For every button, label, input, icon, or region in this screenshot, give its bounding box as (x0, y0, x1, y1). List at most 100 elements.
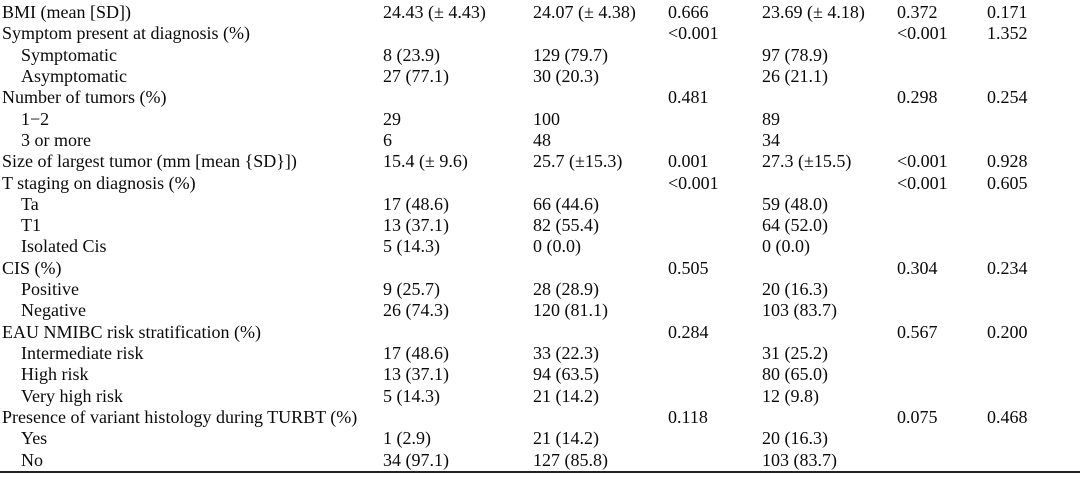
cell-group-2-value (533, 322, 668, 343)
cell-group-2-value: 25.7 (±15.3) (533, 151, 623, 172)
table-row: Symptom present at diagnosis (%) <0.001 … (0, 23, 1080, 44)
table-row: Positive 9 (25.7) 28 (28.9) 20 (16.3) (0, 279, 1080, 300)
row-label: Asymptomatic (21, 65, 127, 86)
cell-effect-size (987, 343, 1080, 364)
cell-group-1-value: 1 (2.9) (383, 428, 431, 449)
row-label: EAU NMIBC risk stratification (%) (2, 321, 261, 342)
table-row: Number of tumors (%) 0.481 0.298 0.254 (0, 87, 1080, 108)
table-row: 3 or more 6 48 34 (0, 130, 1080, 151)
cell-group-3-value: 64 (52.0) (762, 215, 828, 236)
row-label: Isolated Cis (21, 236, 107, 257)
cell-group-1-value: 17 (48.6) (383, 193, 449, 214)
row-label: Symptom present at diagnosis (%) (2, 23, 250, 44)
cell-p-value-2 (897, 428, 987, 449)
table-row: Yes 1 (2.9) 21 (14.2) 20 (16.3) (0, 428, 1080, 449)
cell-group-2-value: 120 (81.1) (533, 300, 608, 321)
cell-effect-size (987, 66, 1080, 87)
row-label: Positive (21, 279, 80, 300)
row-label: T1 (21, 215, 41, 236)
table-row: EAU NMIBC risk stratification (%) 0.284 … (0, 322, 1080, 343)
cell-p-value-2 (897, 236, 987, 257)
cell-effect-size (987, 279, 1080, 300)
cell-group-2-value: 100 (533, 108, 560, 129)
cell-effect-size (987, 364, 1080, 385)
cell-p-value-1: 0.284 (668, 321, 709, 342)
cell-group-1-value: 9 (25.7) (383, 279, 440, 300)
row-label: Presence of variant histology during TUR… (2, 406, 358, 427)
cell-p-value-2: <0.001 (897, 172, 948, 193)
cell-group-2-value: 48 (533, 129, 551, 150)
cell-group-1-value (383, 322, 533, 343)
cell-p-value-1: 0.481 (668, 87, 709, 108)
cell-p-value-1 (668, 300, 762, 321)
cell-p-value-1: 0.001 (668, 151, 709, 172)
cell-group-2-value: 21 (14.2) (533, 385, 599, 406)
cell-group-3-value: 31 (25.2) (762, 343, 828, 363)
cell-p-value-1 (668, 45, 762, 66)
cell-p-value-1 (668, 279, 762, 300)
cell-group-2-value: 129 (79.7) (533, 44, 608, 65)
table-row: No 34 (97.1) 127 (85.8) 103 (83.7) (0, 450, 1080, 471)
cell-group-1-value: 8 (23.9) (383, 44, 440, 65)
cell-group-1-value: 13 (37.1) (383, 364, 449, 385)
cell-group-2-value: 127 (85.8) (533, 449, 608, 470)
cell-group-2-value (533, 23, 668, 44)
cell-effect-size: 0.234 (987, 257, 1028, 278)
cell-group-1-value: 29 (383, 108, 401, 129)
row-label: Size of largest tumor (mm [mean {SD}]) (2, 151, 297, 172)
cell-group-1-value: 34 (97.1) (383, 449, 449, 470)
cell-p-value-1 (668, 450, 762, 471)
table-row: Asymptomatic 27 (77.1) 30 (20.3) 26 (21.… (0, 66, 1080, 87)
cell-effect-size: 1.352 (987, 23, 1028, 44)
cell-p-value-2: 0.567 (897, 321, 938, 342)
cell-p-value-2: <0.001 (897, 23, 948, 44)
cell-group-1-value (383, 87, 533, 108)
row-label: No (21, 449, 43, 470)
row-label: Number of tumors (%) (2, 87, 167, 108)
cell-p-value-2: 0.304 (897, 257, 938, 278)
table-row: Negative 26 (74.3) 120 (81.1) 103 (83.7) (0, 300, 1080, 321)
cell-group-3-value: 97 (78.9) (762, 44, 828, 65)
cell-group-1-value: 5 (14.3) (383, 236, 440, 257)
cell-effect-size: 0.928 (987, 151, 1028, 172)
cell-effect-size: 0.171 (987, 2, 1028, 22)
cell-group-3-value: 27.3 (±15.5) (762, 151, 852, 172)
table-row: BMI (mean [SD]) 24.43 (± 4.43) 24.07 (± … (0, 2, 1080, 23)
cell-p-value-1 (668, 236, 762, 257)
cell-group-2-value: 94 (63.5) (533, 364, 599, 385)
cell-group-3-value: 20 (16.3) (762, 279, 828, 300)
table-row: Very high risk 5 (14.3) 21 (14.2) 12 (9.… (0, 386, 1080, 407)
cell-group-3-value (762, 322, 897, 343)
cell-p-value-2: 0.372 (897, 2, 938, 22)
cell-group-1-value (383, 23, 533, 44)
cell-group-3-value: 80 (65.0) (762, 364, 828, 385)
cell-group-3-value: 59 (48.0) (762, 193, 828, 214)
cell-group-3-value (762, 23, 897, 44)
cell-p-value-1 (668, 215, 762, 236)
cell-group-1-value: 27 (77.1) (383, 65, 449, 86)
cell-p-value-1 (668, 130, 762, 151)
cell-effect-size (987, 45, 1080, 66)
row-label: Yes (21, 428, 48, 449)
cell-group-1-value: 17 (48.6) (383, 343, 449, 363)
cell-group-3-value: 26 (21.1) (762, 65, 828, 86)
table-row: T staging on diagnosis (%) <0.001 <0.001… (0, 173, 1080, 194)
cell-group-3-value (762, 258, 897, 279)
cell-effect-size: 0.468 (987, 406, 1028, 427)
row-label: BMI (mean [SD]) (2, 2, 131, 22)
cell-group-1-value: 15.4 (± 9.6) (383, 151, 468, 172)
clinical-characteristics-table: BMI (mean [SD]) 24.43 (± 4.43) 24.07 (± … (0, 2, 1080, 471)
cell-p-value-1: 0.118 (668, 406, 708, 427)
cell-effect-size (987, 130, 1080, 151)
cell-group-3-value (762, 407, 897, 428)
cell-group-3-value: 103 (83.7) (762, 449, 837, 470)
cell-group-3-value (762, 173, 897, 194)
cell-p-value-2 (897, 343, 987, 364)
row-label: CIS (%) (2, 257, 62, 278)
cell-group-2-value (533, 407, 668, 428)
cell-p-value-1: 0.505 (668, 257, 709, 278)
cell-group-1-value (383, 173, 533, 194)
cell-group-3-value: 20 (16.3) (762, 428, 828, 449)
cell-group-2-value: 0 (0.0) (533, 236, 581, 257)
cell-group-1-value: 5 (14.3) (383, 385, 440, 406)
